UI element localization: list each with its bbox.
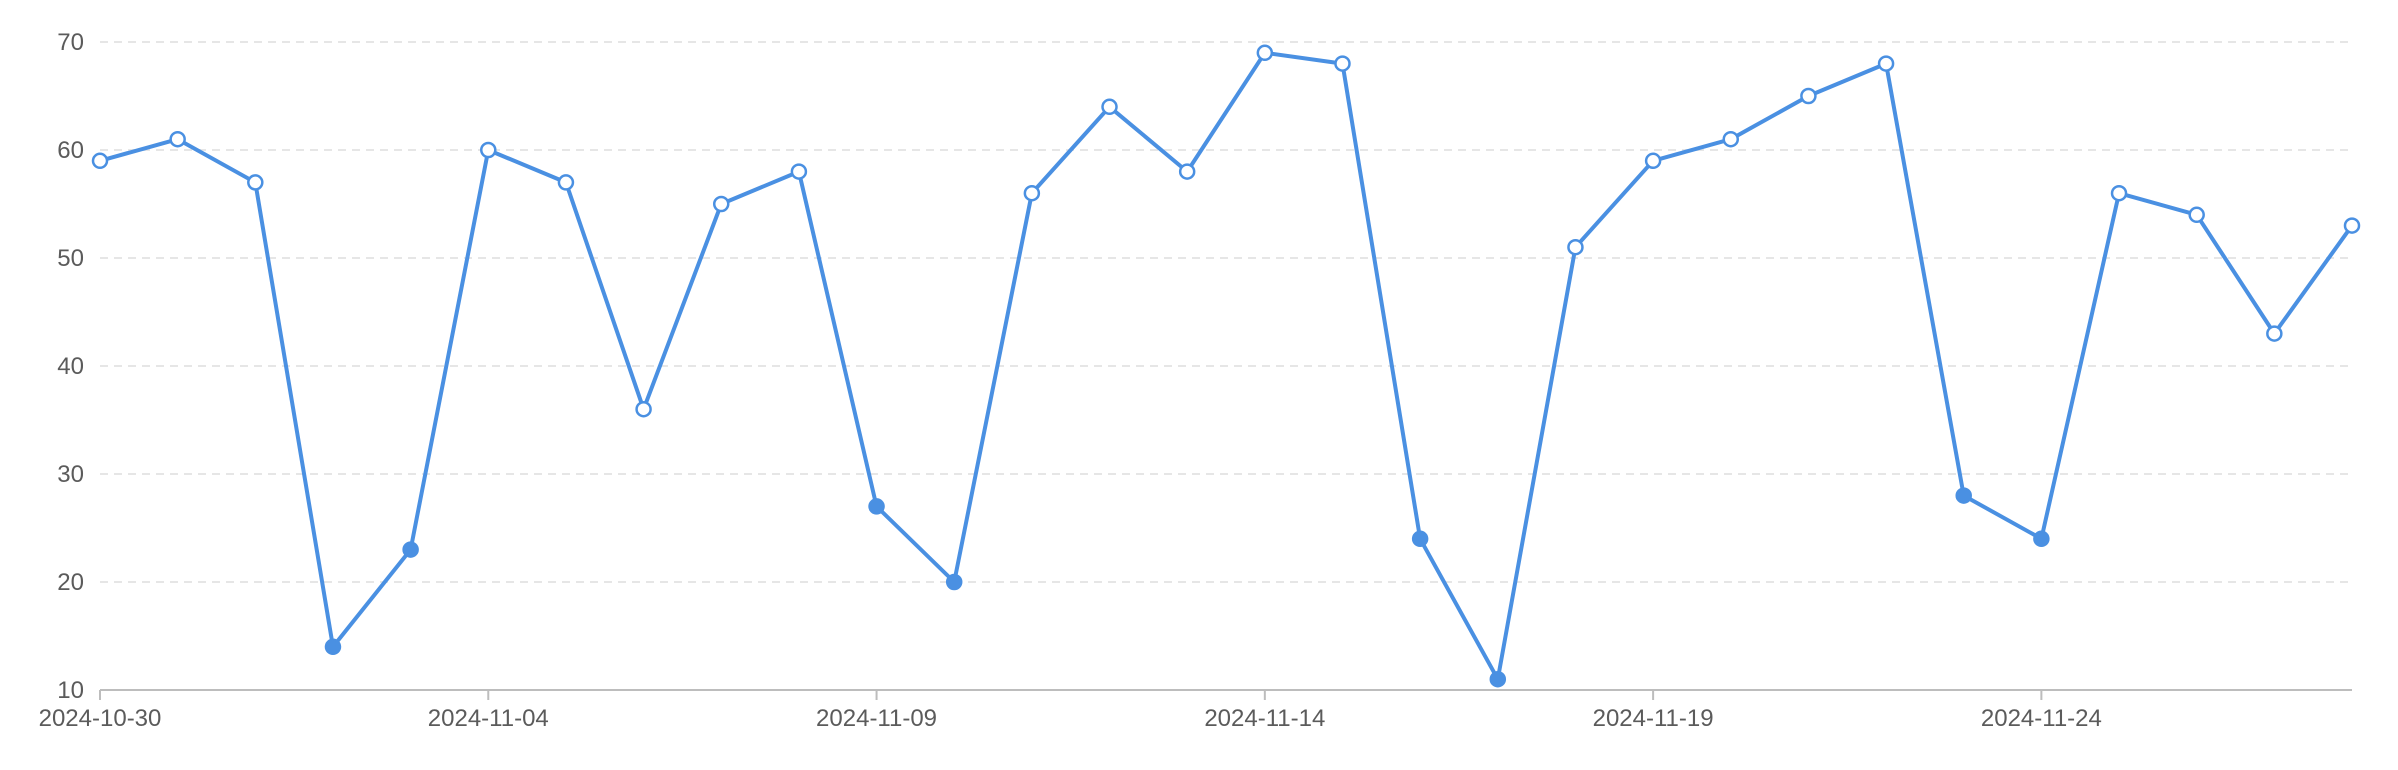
data-point[interactable] — [480, 141, 497, 159]
data-point[interactable] — [2110, 184, 2128, 202]
data-point[interactable] — [1800, 87, 1817, 105]
data-point[interactable] — [1256, 44, 1274, 62]
data-point[interactable] — [1023, 184, 1041, 202]
grid-lines — [100, 41, 2352, 583]
y-tick-label: 30 — [57, 461, 84, 488]
axes: 10 20 30 40 50 60 70 2024-10-30 2024-11-04 2024-1… — [39, 29, 2352, 732]
y-tick-label: 70 — [57, 29, 84, 56]
data-point[interactable] — [945, 573, 963, 591]
data-point[interactable] — [1644, 152, 1662, 170]
data-point[interactable] — [557, 174, 575, 191]
y-tick-label: 40 — [57, 353, 84, 380]
data-point[interactable] — [91, 152, 109, 170]
x-tick-label: 2024-10-30 — [39, 705, 162, 732]
x-tick-label: 2024-11-24 — [1981, 705, 2102, 732]
x-tick-label: 2024-11-14 — [1204, 705, 1325, 732]
x-tick-label: 2024-11-09 — [816, 705, 937, 732]
data-point[interactable] — [1101, 98, 1118, 116]
data-points — [91, 44, 2361, 688]
y-tick-label: 10 — [57, 677, 84, 704]
data-point[interactable] — [1722, 130, 1740, 148]
data-point[interactable] — [868, 498, 885, 515]
y-tick-label: 60 — [57, 137, 84, 164]
data-point[interactable] — [169, 130, 186, 148]
data-point[interactable] — [247, 174, 264, 191]
data-point[interactable] — [2033, 530, 2050, 548]
data-point[interactable] — [1877, 55, 1895, 72]
data-point[interactable] — [1489, 670, 1507, 688]
series — [99, 50, 2354, 682]
data-point[interactable] — [1178, 163, 1196, 180]
data-point[interactable] — [2343, 217, 2361, 234]
data-point[interactable] — [402, 541, 419, 558]
data-point[interactable] — [1411, 530, 1429, 548]
data-point[interactable] — [635, 400, 652, 418]
data-point[interactable] — [712, 195, 730, 213]
data-point[interactable] — [1567, 238, 1584, 256]
data-point[interactable] — [1334, 55, 1351, 72]
x-tick-label: 2024-11-04 — [428, 705, 549, 732]
data-point[interactable] — [790, 163, 808, 180]
data-point[interactable] — [324, 638, 342, 656]
data-point[interactable] — [2188, 206, 2205, 224]
data-point[interactable] — [1955, 487, 1972, 504]
series-line — [99, 50, 2354, 682]
y-tick-label: 50 — [57, 245, 84, 272]
x-tick-label: 2024-11-19 — [1593, 705, 1714, 732]
data-point[interactable] — [2266, 325, 2283, 342]
y-tick-label: 20 — [57, 569, 84, 596]
